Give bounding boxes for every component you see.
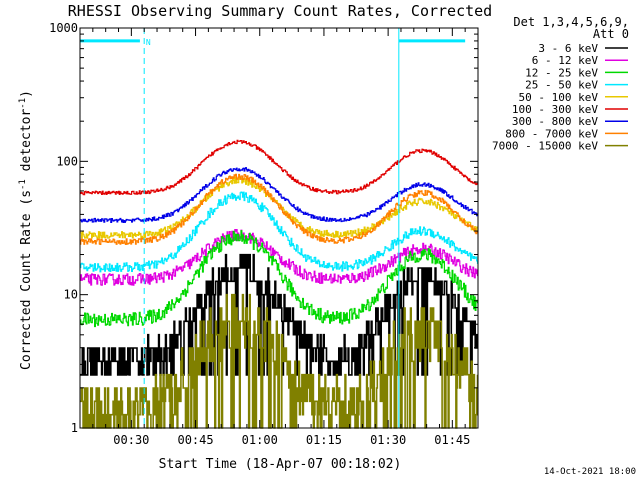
series-50-100-kev	[80, 176, 479, 239]
axes: 1 10 100 1000 00:30 00:45 01:00 01:15 01:30 01:45	[49, 21, 478, 447]
x-tick-label: 00:45	[177, 433, 213, 447]
legend-entry-label: 50 - 100 keV	[519, 91, 599, 104]
legend-entry-label: 7000 - 15000 keV	[492, 140, 598, 153]
series-line	[80, 191, 479, 273]
series-line	[80, 253, 478, 376]
marker-bar-label: N	[146, 38, 151, 47]
series-line	[80, 139, 479, 196]
y-axis-label: Corrected Count Rate (s-1 detector-1)	[18, 90, 34, 370]
plot-frame	[79, 27, 479, 429]
y-tick-label: 100	[56, 154, 78, 168]
series-100-300-kev	[80, 139, 479, 196]
legend-entry-label: 12 - 25 keV	[525, 66, 598, 79]
legend-header-line-2: Att 0	[593, 27, 629, 41]
legend-entry-label: 100 - 300 keV	[512, 103, 598, 116]
x-tick-label: 01:00	[242, 433, 278, 447]
legend-header-line-1: Det 1,3,4,5,6,9,	[513, 15, 629, 29]
series-line	[80, 176, 479, 239]
series-line	[80, 230, 479, 328]
y-tick-label: 10	[64, 288, 78, 302]
series-3-6-kev	[80, 253, 478, 376]
legend-entry-label: 800 - 7000 keV	[505, 127, 598, 140]
series-line	[80, 167, 479, 223]
series-800-7000-kev	[80, 173, 479, 245]
y-tick-label: 1	[71, 421, 78, 435]
x-tick-label: 01:15	[306, 433, 342, 447]
chart-title: RHESSI Observing Summary Count Rates, Co…	[68, 2, 492, 20]
chart-marks: N	[79, 28, 479, 429]
x-axis-label: Start Time (18-Apr-07 00:18:02)	[159, 457, 402, 472]
x-tick-label: 01:30	[370, 433, 406, 447]
legend-entry-label: 6 - 12 keV	[532, 54, 599, 67]
series-300-800-kev	[80, 167, 479, 223]
x-tick-label: 00:30	[113, 433, 149, 447]
footer-date: 14-Oct-2021 18:00	[544, 467, 636, 477]
x-tick-label: 01:45	[434, 433, 470, 447]
legend-entry-label: 3 - 6 keV	[538, 42, 598, 55]
series-line	[80, 173, 479, 245]
series-6-12-kev	[80, 229, 479, 286]
series-line	[80, 229, 479, 286]
y-tick-label: 1000	[49, 21, 78, 35]
series-25-50-kev	[80, 191, 479, 273]
series-12-25-kev	[80, 230, 479, 328]
legend-entry-label: 300 - 800 keV	[512, 115, 598, 128]
legend-entry-label: 25 - 50 keV	[525, 79, 598, 92]
